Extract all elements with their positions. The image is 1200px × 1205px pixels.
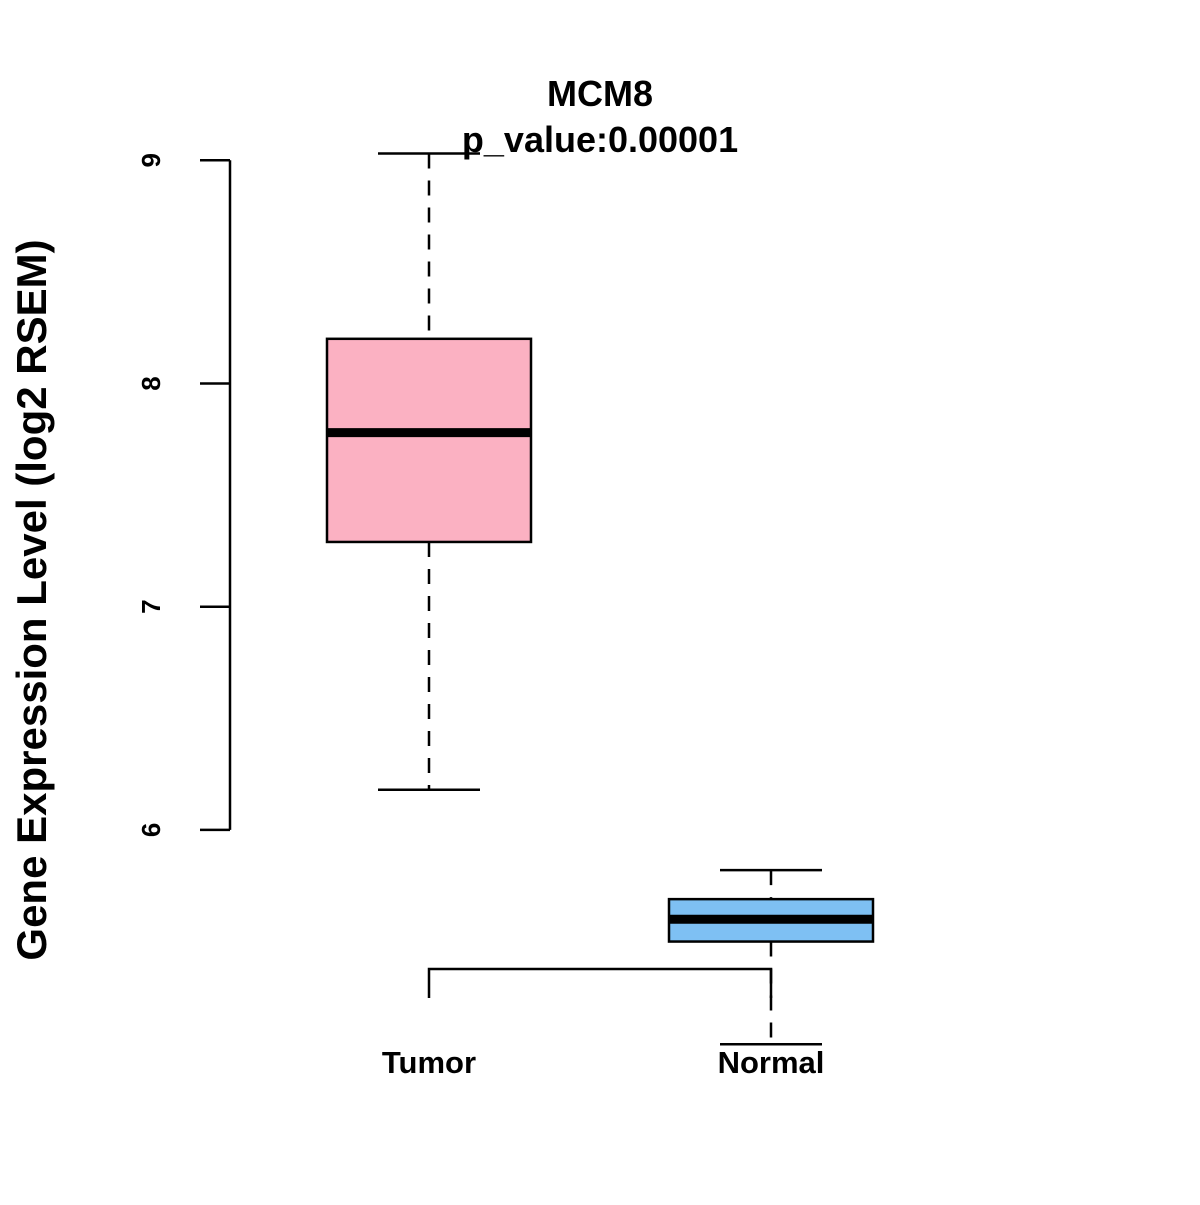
x-category-labels: Tumor Normal — [382, 1045, 824, 1080]
x-category-label: Normal — [718, 1045, 825, 1080]
y-tick-label: 7 — [136, 599, 166, 613]
y-tick-label: 9 — [136, 153, 166, 167]
x-category-label: Tumor — [382, 1045, 476, 1080]
chart-subtitle: p_value:0.00001 — [462, 119, 738, 160]
y-axis-label: Gene Expression Level (log2 RSEM) — [8, 239, 55, 960]
box-tumor — [325, 152, 533, 792]
chart-title: MCM8 — [547, 73, 653, 114]
comparison-bracket — [427, 967, 773, 998]
y-tick-label: 8 — [136, 376, 166, 390]
comparison-bracket-group — [427, 967, 773, 998]
box-normal — [667, 868, 875, 1046]
boxes-group — [325, 152, 875, 1046]
y-axis: 6 7 8 9 — [136, 153, 232, 837]
iqr-box — [325, 337, 533, 544]
y-tick-label: 6 — [136, 823, 166, 837]
